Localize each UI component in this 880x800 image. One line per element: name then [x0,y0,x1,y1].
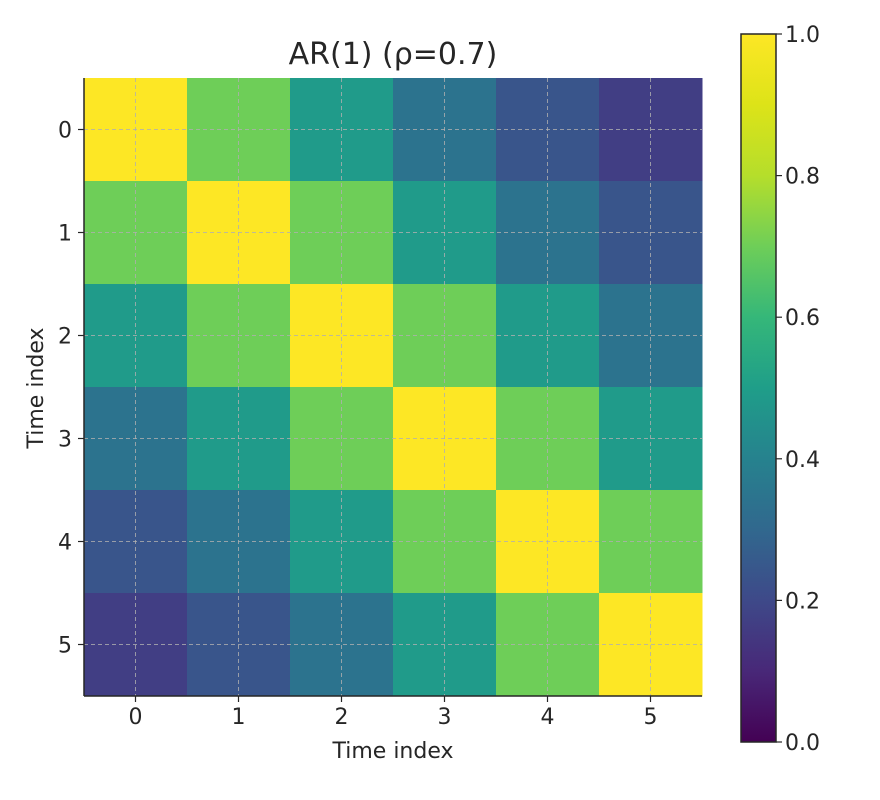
grid-lines [84,78,702,696]
x-axis-label: Time index [331,739,453,764]
chart-title: AR(1) (ρ=0.7) [289,37,498,72]
x-tick-label: 2 [335,705,349,730]
y-tick-label: 2 [58,325,72,350]
heatmap-cells [84,78,703,697]
y-tick-label: 5 [58,634,72,659]
y-tick-label: 0 [58,119,72,144]
colorbar-tick-label: 0.4 [785,448,820,473]
x-axis-ticks: 0 1 2 3 4 5 [129,696,658,730]
colorbar [740,33,777,743]
x-tick-label: 4 [541,705,555,730]
y-tick-label: 3 [58,428,72,453]
y-tick-label: 1 [58,222,72,247]
y-tick-label: 4 [58,531,72,556]
colorbar-tick-label: 0.2 [785,589,820,614]
x-tick-label: 0 [129,705,143,730]
x-tick-label: 1 [232,705,246,730]
y-axis-ticks: 0 1 2 3 4 5 [58,119,84,659]
colorbar-tick-label: 0.0 [785,731,820,756]
heatmap-cell [290,284,394,388]
y-axis-label: Time index [24,327,49,449]
x-tick-label: 3 [438,705,452,730]
x-tick-label: 5 [644,705,658,730]
colorbar-tick-label: 0.8 [785,165,820,190]
colorbar-tick-label: 1.0 [785,23,820,48]
colorbar-tick-label: 0.6 [785,306,820,331]
axes [83,78,702,697]
colorbar-ticks: 0.0 0.2 0.4 0.6 0.8 1.0 [776,23,820,756]
